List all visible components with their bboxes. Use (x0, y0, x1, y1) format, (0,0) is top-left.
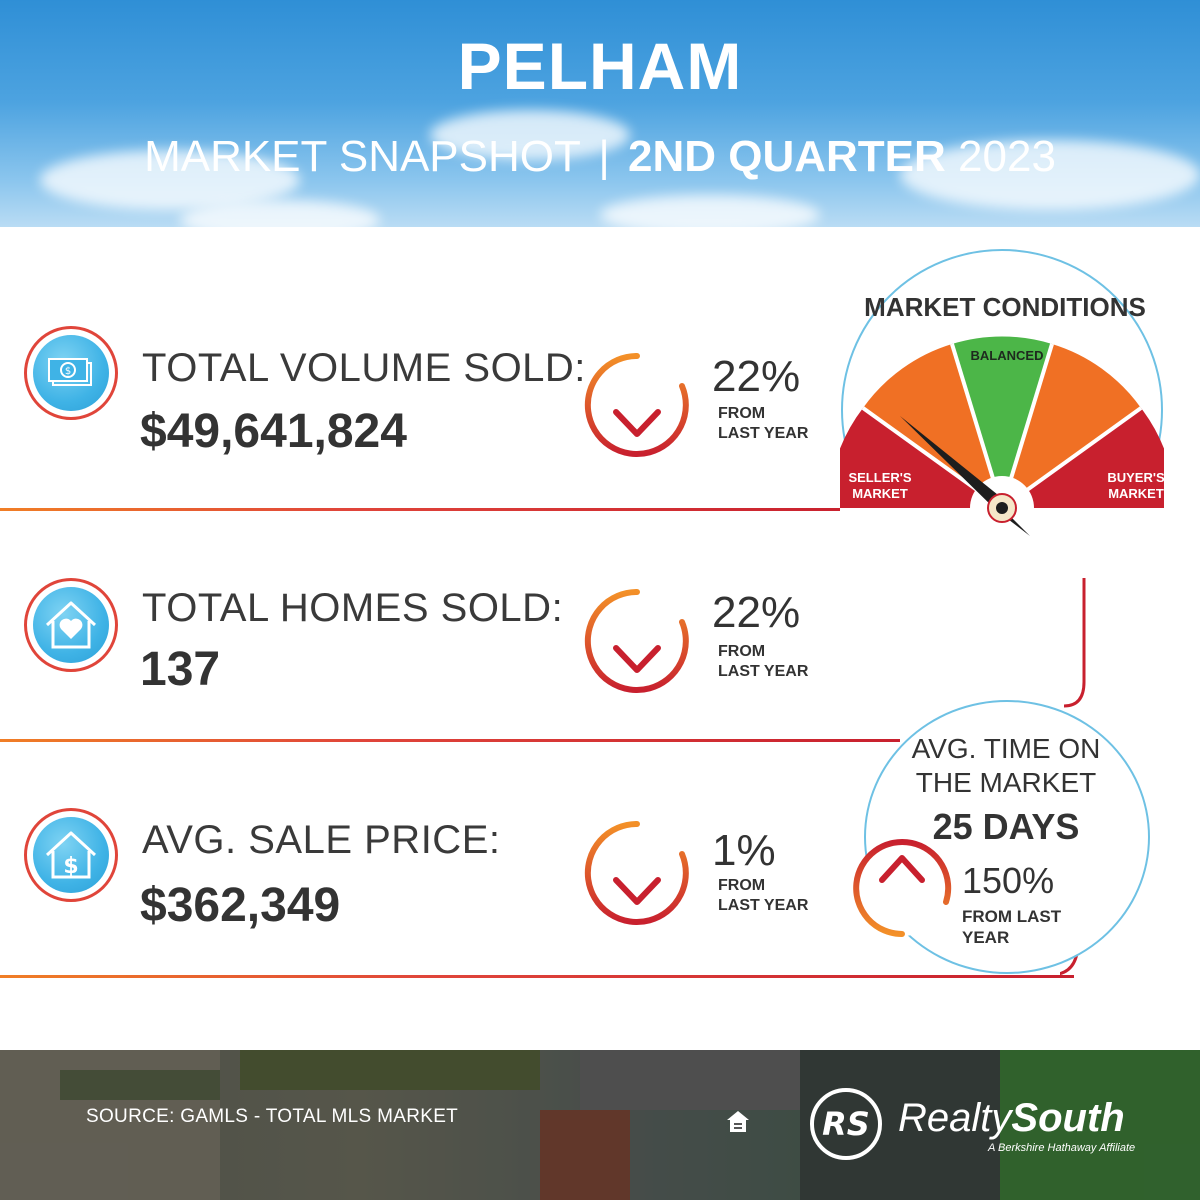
sellers-market-segment (840, 408, 1002, 508)
market-line: MARKET (1108, 486, 1164, 501)
row-divider (0, 739, 900, 742)
time-on-market-label: AVG. TIME ON THE MARKET (880, 732, 1132, 800)
subtitle-prefix: MARKET SNAPSHOT (144, 132, 581, 181)
last-year-line: LAST YEAR (718, 425, 809, 442)
total-volume-from: FROM LAST YEAR (718, 404, 808, 444)
building (540, 1110, 630, 1200)
total-homes-change: 22% (712, 588, 801, 637)
total-homes-label: TOTAL HOMES SOLD: (142, 586, 564, 630)
brand-name: RealtySouth (898, 1096, 1125, 1141)
from-line: FROM (718, 877, 766, 894)
balanced-segment (952, 336, 1052, 508)
from-line: FROM (718, 643, 766, 660)
avg-sale-price-value: $362,349 (140, 879, 341, 932)
brand-tagline: A Berkshire Hathaway Affiliate (988, 1142, 1136, 1154)
page-subtitle: MARKET SNAPSHOT | 2ND QUARTER 2023 (0, 132, 1200, 182)
subtitle-separator: | (598, 132, 610, 181)
header-banner (0, 0, 1200, 227)
up-arrow-icon (853, 839, 952, 937)
cloud (900, 140, 1200, 210)
total-volume-label: TOTAL VOLUME SOLD: (142, 346, 586, 390)
svg-text:$: $ (65, 366, 71, 377)
market-conditions-title: MARKET CONDITIONS (864, 292, 1146, 322)
realtysouth-logo-icon: RS (810, 1088, 882, 1160)
house-dollar-icon: $ (24, 808, 118, 902)
subtitle-year: 2023 (958, 132, 1056, 181)
total-volume-value: $49,641,824 (140, 405, 407, 458)
buyers-market-label: BUYER'S MARKET (1088, 470, 1184, 502)
last-year-line: LAST YEAR (718, 663, 809, 680)
trees (240, 1050, 540, 1090)
cloud (430, 110, 630, 160)
total-homes-from: FROM LAST YEAR (718, 642, 808, 682)
avg-sale-price-label: AVG. SALE PRICE: (142, 818, 501, 862)
buyer-leaning-segment (1002, 344, 1141, 508)
ball-field (1000, 1050, 1200, 1200)
footer-shade (0, 1050, 1200, 1200)
avg-sale-price-change: 1% (712, 826, 776, 875)
subtitle-quarter: 2ND QUARTER (628, 132, 946, 181)
stadium-stands (800, 1050, 1000, 1200)
row-divider (0, 508, 860, 511)
total-homes-value: 137 (140, 643, 221, 696)
down-arrow-icon (584, 820, 689, 925)
svg-text:$: $ (63, 854, 78, 879)
brand-name-bold: South (1011, 1096, 1125, 1140)
cloud (600, 195, 820, 227)
label-line: THE MARKET (915, 767, 1097, 798)
cloud (180, 200, 380, 227)
gauge-needle (900, 416, 1008, 512)
sellers-line: SELLER'S (848, 470, 912, 485)
avg-sale-price-from: FROM LAST YEAR (718, 876, 808, 916)
source-note: SOURCE: GAMLS - TOTAL MLS MARKET (86, 1106, 459, 1127)
market-conditions-gauge (840, 249, 1164, 578)
time-on-market-change: 150% (962, 860, 1055, 901)
footer-photo (0, 1050, 1200, 1200)
balanced-label: BALANCED (970, 348, 1044, 363)
down-arrow-icon (584, 352, 689, 457)
market-line: MARKET (852, 486, 908, 501)
sellers-market-label: SELLER'S MARKET (830, 470, 930, 502)
equal-housing-icon (727, 1111, 749, 1132)
time-on-market-from: FROM LAST YEAR (962, 906, 1082, 948)
label-line: AVG. TIME ON (911, 733, 1101, 764)
last-year-line: LAST YEAR (718, 897, 809, 914)
money-icon: $ (24, 326, 118, 420)
down-arrow-icon (584, 588, 689, 693)
seller-leaning-segment (863, 344, 1002, 508)
brand-name-light: Realty (898, 1096, 1012, 1140)
from-line: FROM LAST (962, 907, 1062, 926)
time-on-market-value: 25 DAYS (932, 806, 1080, 847)
house-heart-icon (24, 578, 118, 672)
year-line: YEAR (962, 928, 1010, 947)
logo-letters: RS (822, 1105, 870, 1143)
page-title: PELHAM (457, 29, 743, 103)
row-divider (0, 975, 1074, 978)
buyers-line: BUYER'S (1107, 470, 1165, 485)
buyers-market-segment (1002, 408, 1164, 508)
trees (60, 1070, 220, 1100)
building (580, 1050, 800, 1110)
from-line: FROM (718, 405, 766, 422)
total-volume-change: 22% (712, 352, 801, 401)
